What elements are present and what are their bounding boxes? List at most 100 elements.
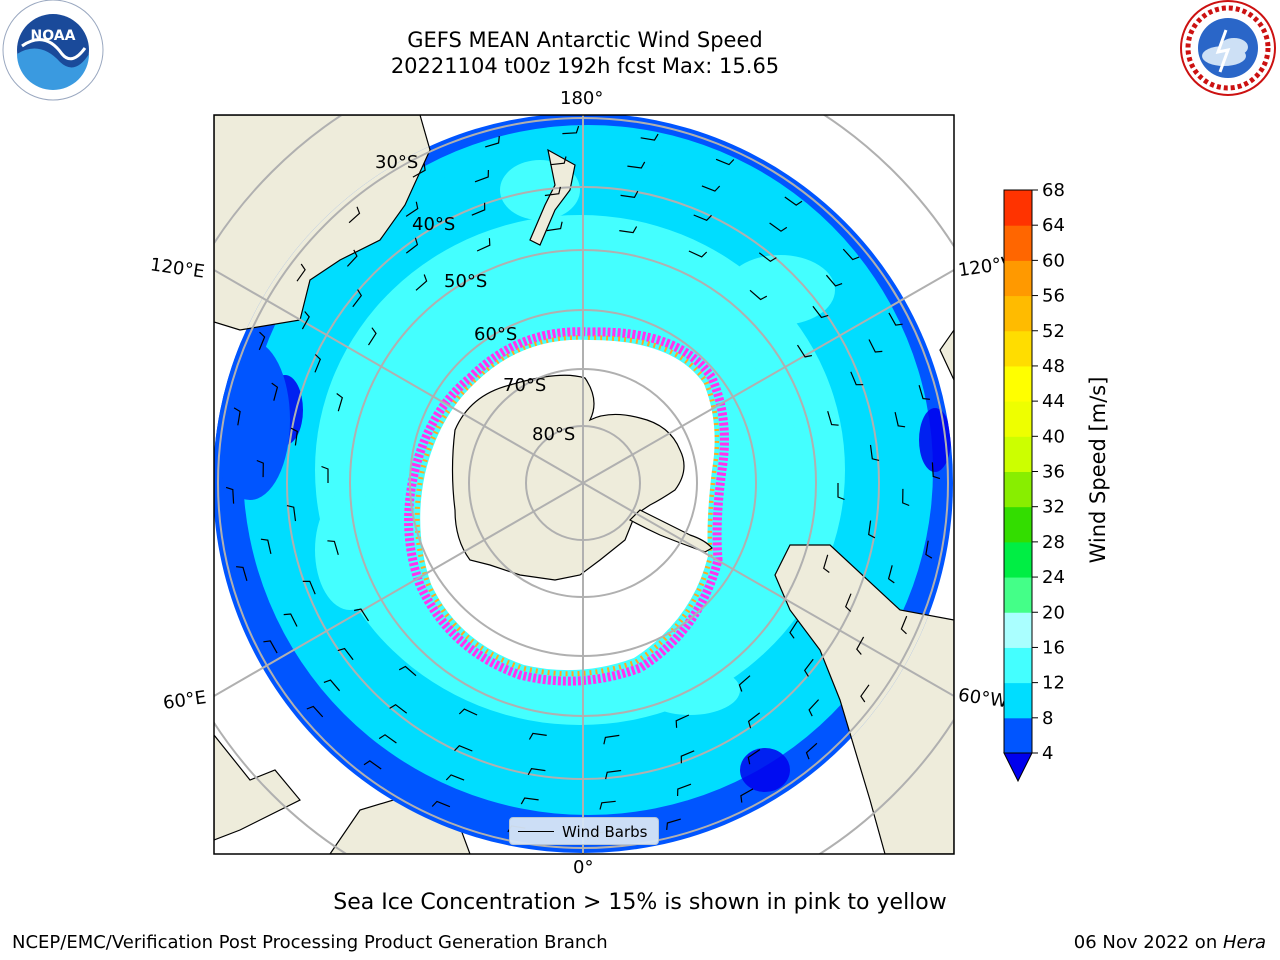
wind-barb — [306, 705, 324, 718]
footer-machine: Hera — [1222, 932, 1266, 953]
wind-barb — [336, 393, 343, 412]
wind-barb — [389, 703, 408, 714]
wind-barb — [378, 734, 397, 744]
wind-barb — [900, 615, 908, 635]
wind-barb — [868, 339, 883, 353]
colorbar-swatch — [1004, 647, 1032, 684]
wind-barb — [302, 580, 316, 595]
wind-barb — [887, 565, 895, 584]
lon-label-180: 180° — [560, 88, 604, 109]
colorbar-tick-label: 56 — [1042, 286, 1065, 307]
wind-barb — [666, 818, 681, 830]
wind-barb — [868, 520, 876, 539]
wind-barb — [784, 196, 803, 206]
footer-date: 06 Nov 2022 on Hera — [1074, 932, 1266, 953]
wind-barb — [747, 749, 761, 765]
wind-barb — [605, 769, 622, 780]
wind-barb — [808, 699, 820, 717]
colorbar-swatch — [1004, 436, 1032, 472]
colorbar-tick-label: 24 — [1042, 567, 1065, 588]
wind-barb — [348, 206, 361, 224]
colorbar-tick-label: 52 — [1042, 321, 1065, 342]
colorbar-tick-label: 20 — [1042, 602, 1065, 623]
colorbar-tick-label: 60 — [1042, 250, 1065, 271]
wind-barb — [415, 274, 428, 291]
lat-label-50s: 50°S — [444, 271, 487, 292]
wind-barb — [476, 238, 491, 252]
lat-label-30s: 30°S — [375, 152, 418, 173]
colorbar-tick-label: 28 — [1042, 532, 1065, 553]
map-frame — [213, 114, 955, 855]
colorbar-tick-label: 48 — [1042, 356, 1065, 377]
wind-barb — [550, 156, 567, 166]
graticule — [214, 115, 954, 854]
wind-barb — [747, 712, 761, 729]
wind-barb — [677, 783, 692, 797]
wind-barb — [803, 658, 814, 677]
wind-barb — [888, 312, 903, 326]
colorbar-swatch — [1004, 401, 1032, 437]
lat-label-80s: 80°S — [532, 424, 575, 445]
wind-barb — [271, 382, 279, 401]
wind-barb — [314, 354, 322, 373]
wind-barb — [263, 640, 278, 654]
wind-barb — [869, 444, 880, 461]
wind-barb — [856, 636, 865, 655]
wind-barb — [825, 274, 843, 287]
wind-barb — [562, 125, 580, 135]
wind-barb — [445, 774, 465, 781]
wind-barb — [931, 462, 941, 480]
map-legend: Wind Barbs — [509, 817, 659, 845]
colorbar-tick-label: 12 — [1042, 673, 1065, 694]
wind-barb — [301, 311, 310, 330]
wind-barb — [902, 488, 910, 507]
wind-barb — [527, 768, 546, 776]
colorbar-title: Wind Speed [m/s] — [1086, 376, 1110, 564]
wind-barb — [675, 714, 690, 728]
wind-barb — [327, 540, 339, 555]
wind-barb — [225, 486, 235, 504]
wind-barb — [693, 214, 712, 222]
wind-barb — [758, 252, 777, 263]
colorbar-swatch — [1004, 365, 1032, 402]
colorbar-swatch — [1004, 330, 1032, 367]
wind-barb — [740, 788, 754, 803]
lat-label-60s: 60°S — [474, 324, 517, 345]
wind-barb — [620, 190, 639, 198]
wind-barb — [844, 593, 852, 612]
wind-barb — [842, 248, 860, 261]
wind-barb — [398, 665, 417, 677]
wind-barb — [367, 327, 377, 346]
wind-barb — [619, 226, 638, 234]
wind-barb — [258, 331, 266, 351]
colorbar-tick-label: 68 — [1042, 180, 1065, 201]
wind-barb — [680, 750, 695, 764]
colorbar-tick-label: 36 — [1042, 462, 1065, 483]
chart-title: GEFS MEAN Antarctic Wind Speed — [407, 28, 763, 52]
colorbar-swatch — [1004, 471, 1032, 508]
colorbar-tick-label: 44 — [1042, 391, 1065, 412]
sea-ice-annotation: Sea Ice Concentration > 15% is shown in … — [333, 890, 947, 915]
wind-barb — [233, 407, 241, 426]
colorbar-swatch — [1004, 717, 1032, 754]
wind-barb — [544, 186, 561, 197]
wind-barb — [520, 797, 539, 805]
wind-barb — [454, 744, 473, 752]
colorbar-swatch — [1004, 190, 1032, 226]
wind-barb — [260, 538, 272, 555]
wind-barb — [431, 800, 451, 808]
wind-barb — [894, 411, 906, 428]
wind-barb — [823, 554, 830, 573]
wind-barb — [769, 222, 788, 232]
colorbar-tick-label: 16 — [1042, 637, 1065, 658]
wind-barb — [918, 385, 930, 400]
wind-barb — [296, 263, 306, 282]
lat-label-70s: 70°S — [503, 375, 546, 396]
colorbar-tick-label: 32 — [1042, 497, 1065, 518]
wind-barb — [837, 483, 845, 501]
wind-barb — [405, 201, 419, 217]
lat-label-40s: 40°S — [412, 214, 455, 235]
colorbar-swatch — [1004, 577, 1032, 613]
